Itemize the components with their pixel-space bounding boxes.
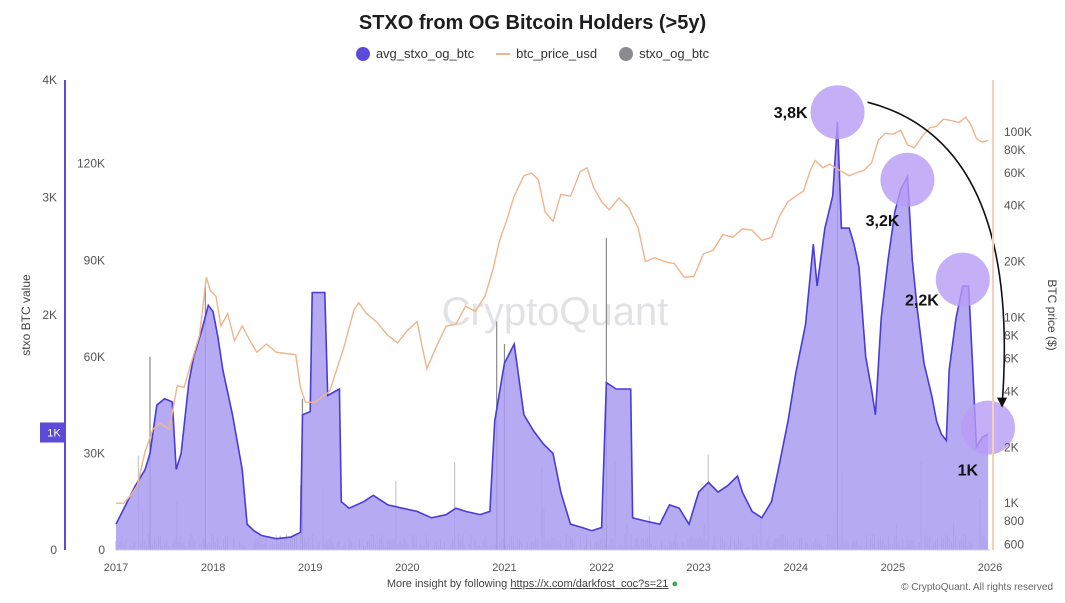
x-tick-label: 2020 <box>395 562 419 574</box>
footer-prefix: More insight by following <box>386 578 511 590</box>
x-tick-label: 2023 <box>686 562 710 574</box>
y-left-outer-tick: 2K <box>42 308 57 322</box>
y-right-tick: 1K <box>1004 496 1019 510</box>
trend-arrow-head <box>997 397 1008 408</box>
legend-label-btc-price: btc_price_usd <box>516 46 598 61</box>
highlight-circle <box>880 152 935 207</box>
legend-label-stxo: stxo_og_btc <box>639 46 710 61</box>
y-right-axis-title: BTC price ($) <box>1045 279 1059 350</box>
y-right-tick: 60K <box>1004 166 1025 180</box>
y-left-inner-tick: 90K <box>84 253 105 267</box>
legend-swatch-stxo <box>619 46 634 61</box>
y-right-tick: 800 <box>1004 514 1024 528</box>
legend-item-stxo[interactable]: stxo_og_btc <box>619 46 709 61</box>
footer: More insight by following https://x.com/… <box>0 578 1065 590</box>
x-tick-label: 2018 <box>201 562 225 574</box>
avg-stxo-fill <box>116 121 989 551</box>
y-left-inner-tick: 120K <box>77 157 105 171</box>
y-left-inner-tick: 30K <box>84 446 105 460</box>
highlight-circle <box>961 400 1016 455</box>
y-right-tick: 10K <box>1004 311 1025 325</box>
avg-stxo-area <box>115 121 989 551</box>
y-left-inner-tick: 0 <box>98 543 105 557</box>
y-left-outer-tick: 0 <box>50 543 57 557</box>
y-left-highlight-badge <box>40 422 65 443</box>
axes: 2017 2018 2019 2020 2021 2022 2023 2024 2025 2026… <box>19 73 1059 574</box>
highlight-circle <box>935 252 990 307</box>
legend-swatch-btc-price <box>496 52 511 55</box>
chart-title: STXO from OG Bitcoin Holders (>5y) <box>358 12 707 34</box>
legend-swatch-avg-stxo <box>355 46 370 61</box>
y-right-tick: 2K <box>1004 440 1019 454</box>
y-left-axis-title: stxo BTC value <box>19 274 33 356</box>
annotation-label: 3,8K <box>774 105 808 122</box>
annotations: 3,8K 3,2K 2,2K 1K <box>774 85 1016 480</box>
y-left-outer-tick: 4K <box>42 73 57 87</box>
x-tick-label: 2017 <box>104 562 128 574</box>
x-tick-label: 2024 <box>784 562 808 574</box>
legend: avg_stxo_og_btc btc_price_usd stxo_og_bt… <box>0 46 1065 61</box>
x-tick-label: 2026 <box>978 562 1002 574</box>
x-tick-label: 2025 <box>881 562 905 574</box>
annotation-label: 1K <box>958 463 979 480</box>
y-right-tick: 20K <box>1004 255 1025 269</box>
annotation-label: 3,2K <box>866 213 900 230</box>
y-left-outer-tick: 3K <box>42 191 57 205</box>
x-tick-label: 2022 <box>589 562 613 574</box>
annotation-label: 2,2K <box>905 293 939 310</box>
legend-item-btc-price[interactable]: btc_price_usd <box>496 46 597 61</box>
y-left-inner-tick: 60K <box>84 350 105 364</box>
trend-arrow-line <box>867 101 1006 406</box>
legend-label-avg-stxo: avg_stxo_og_btc <box>375 46 475 61</box>
y-right-tick: 40K <box>1004 199 1025 213</box>
avg-stxo-line <box>115 121 989 540</box>
highlight-circle <box>810 85 865 140</box>
btc-price-line <box>116 116 989 504</box>
legend-item-avg-stxo[interactable]: avg_stxo_og_btc <box>355 46 475 61</box>
footer-link[interactable]: https://x.com/darkfost_coc?s=21 <box>510 578 669 590</box>
y-right-tick: 600 <box>1004 537 1024 551</box>
y-left-outer-tick: 1K <box>47 428 61 440</box>
frog-icon: ● <box>671 578 679 590</box>
y-right-tick: 4K <box>1004 384 1019 398</box>
y-right-tick: 100K <box>1004 125 1032 139</box>
x-tick-label: 2021 <box>492 562 516 574</box>
btc-price-path <box>116 116 989 504</box>
copyright: © CryptoQuant. All rights reserved <box>901 582 1053 593</box>
watermark: CryptoQuant <box>442 290 669 334</box>
y-right-tick: 6K <box>1004 352 1019 366</box>
y-right-tick: 80K <box>1004 143 1025 157</box>
y-right-tick: 8K <box>1004 329 1019 343</box>
x-tick-label: 2019 <box>298 562 322 574</box>
